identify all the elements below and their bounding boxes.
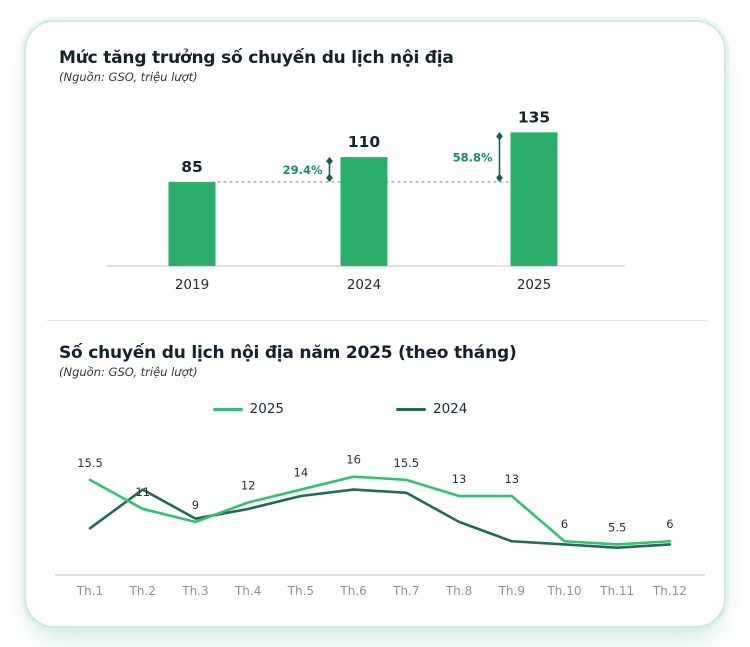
point-label-2025-Th.5: 14 [294, 466, 309, 480]
bar-category-label-2019: 2019 [175, 277, 209, 293]
month-tick-Th.12: Th.12 [652, 584, 687, 598]
chart1-title: Mức tăng trưởng số chuyến du lịch nội đị… [59, 48, 454, 68]
growth-marker-diamond-top [496, 132, 503, 141]
growth-marker-diamond-top [326, 156, 333, 166]
chart1-header: Mức tăng trưởng số chuyến du lịch nội đị… [59, 48, 454, 84]
chart1-subtitle: (Nguồn: GSO, triệu lượt) [59, 70, 198, 85]
infographic-card: Mức tăng trưởng số chuyến du lịch nội đị… [24, 20, 726, 628]
growth-percent-label: 58.8% [453, 151, 493, 165]
legend: 2025 2024 [26, 401, 654, 417]
month-tick-Th.11: Th.11 [599, 584, 634, 598]
line-chart: Th.1 Th.2 Th.3 Th.4 Th.5 Th.6 Th.7 Th.8 Th.9 Th.1… [55, 453, 705, 598]
chart2-subtitle: (Nguồn: GSO, triệu lượt) [59, 365, 198, 380]
chart2-header: Số chuyến du lịch nội địa năm 2025 (theo… [59, 343, 517, 379]
month-tick-Th.3: Th.3 [181, 584, 208, 598]
point-label-2025-Th.2: 11 [135, 485, 150, 499]
legend-label-2024: 2024 [433, 401, 468, 417]
bar-chart: 85 2019 110 2024 135 2025 29.4% 58.8% [107, 108, 625, 293]
point-label-2025-Th.11: 5.5 [608, 520, 626, 534]
bar-2024 [340, 157, 388, 266]
bar-value-label-2019: 85 [181, 158, 203, 176]
month-tick-Th.5: Th.5 [287, 584, 314, 598]
chart2-title: Số chuyến du lịch nội địa năm 2025 (theo… [59, 343, 517, 363]
bar-value-label-2025: 135 [518, 108, 550, 126]
point-label-2025-Th.12: 6 [666, 517, 673, 531]
month-tick-Th.6: Th.6 [339, 584, 366, 598]
point-label-2025-Th.10: 6 [561, 517, 568, 531]
legend-label-2025: 2025 [249, 401, 284, 417]
bar-2025 [510, 132, 558, 266]
growth-percent-label: 29.4% [283, 163, 323, 177]
month-tick-Th.8: Th.8 [445, 584, 472, 598]
growth-marker-diamond-bottom [326, 173, 333, 183]
legend-item-2024: 2024 [396, 401, 467, 417]
month-tick-Th.1: Th.1 [76, 584, 103, 598]
series-line-2025 [88, 475, 672, 546]
point-label-2025-Th.9: 13 [504, 472, 519, 486]
legend-item-2025: 2025 [212, 401, 284, 417]
month-tick-Th.9: Th.9 [498, 584, 525, 598]
legend-swatch-2024-icon [396, 407, 426, 411]
growth-marker-diamond-bottom [496, 173, 503, 183]
month-tick-Th.7: Th.7 [392, 584, 419, 598]
section-divider [47, 320, 707, 321]
point-label-2025-Th.4: 12 [241, 478, 256, 492]
point-label-2025-Th.7: 15.5 [394, 456, 420, 470]
month-tick-Th.10: Th.10 [546, 584, 581, 598]
point-label-2025-Th.3: 9 [192, 498, 199, 512]
bar-category-label-2025: 2025 [517, 277, 551, 293]
bar-category-label-2024: 2024 [347, 277, 381, 293]
point-label-2025-Th.1: 15.5 [77, 456, 103, 470]
legend-swatch-2025-icon [212, 407, 243, 411]
month-tick-Th.2: Th.2 [129, 584, 156, 598]
series-line-2024 [88, 488, 672, 549]
bar-value-label-2024: 110 [348, 133, 381, 151]
month-tick-Th.4: Th.4 [234, 584, 261, 598]
point-label-2025-Th.6: 16 [346, 453, 361, 467]
point-label-2025-Th.8: 13 [452, 472, 467, 486]
bar-2019 [168, 181, 216, 266]
